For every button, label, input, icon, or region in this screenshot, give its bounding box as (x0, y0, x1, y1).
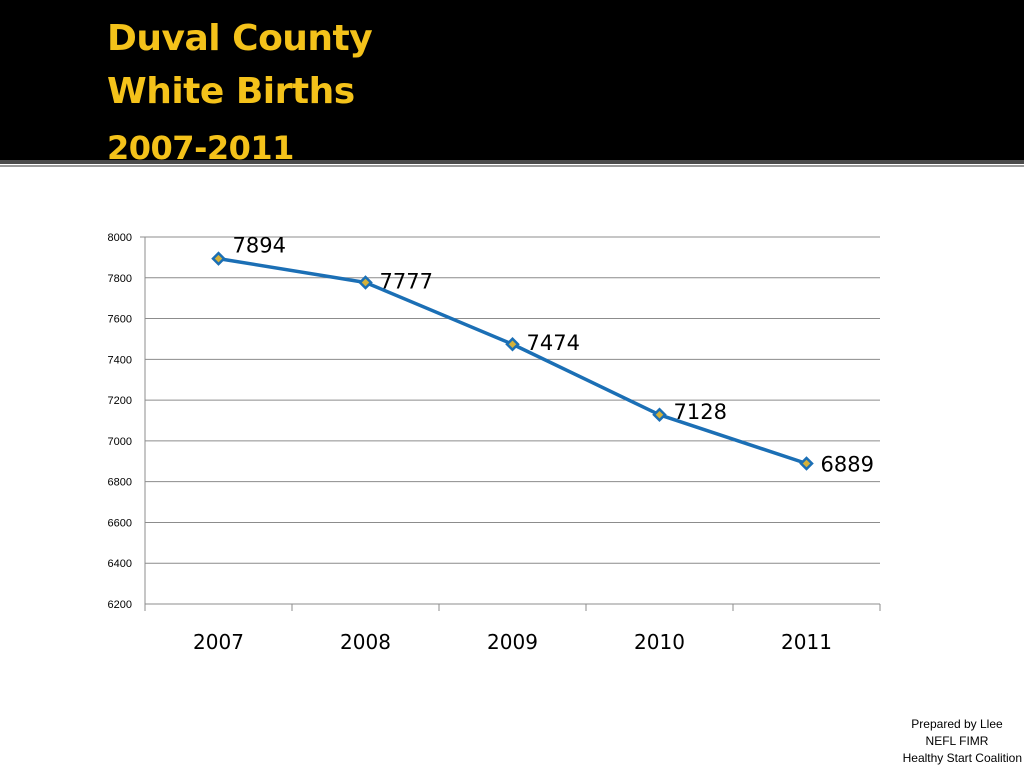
x-tick-label-2010: 2010 (634, 630, 685, 654)
title-divider (0, 160, 1024, 164)
data-point-2010 (652, 407, 667, 423)
title-line-3: 2007-2011 (107, 129, 294, 167)
x-tick-label-2009: 2009 (487, 630, 538, 654)
data-point-2011 (799, 456, 814, 471)
footer-line-1: Prepared by Llee (911, 717, 1003, 731)
y-tick-label-7800: 7800 (108, 273, 132, 285)
data-point-2007 (211, 251, 226, 266)
y-tick-label-7000: 7000 (108, 436, 132, 448)
x-tick-label-2007: 2007 (193, 630, 244, 654)
x-tick-label-2008: 2008 (340, 630, 391, 654)
title-divider-secondary (0, 165, 1024, 167)
y-tick-label-6800: 6800 (108, 477, 132, 489)
data-label-2009: 7474 (527, 331, 580, 355)
footer-line-3: Healthy Start Coalition (902, 751, 1022, 765)
slide-title: Duval County White Births 2007-2011 (107, 12, 373, 175)
y-tick-label-6600: 6600 (108, 517, 132, 529)
data-label-2007: 7894 (233, 234, 286, 258)
y-tick-label-8000: 8000 (108, 232, 132, 244)
data-point-2009 (505, 336, 520, 352)
data-label-2010: 7128 (674, 400, 727, 424)
series-line (216, 256, 809, 466)
footer-credit: Prepared by Llee NEFL FIMR Healthy Start… (802, 716, 1022, 767)
footer-line-2: NEFL FIMR (925, 734, 989, 748)
x-tick-label-2011: 2011 (781, 630, 832, 654)
title-line-2: White Births (107, 71, 355, 112)
title-line-1: Duval County (107, 18, 373, 59)
title-band (0, 0, 1024, 160)
data-point-2008 (358, 275, 373, 290)
y-tick-label-6200: 6200 (108, 599, 132, 611)
y-tick-label-6400: 6400 (108, 558, 132, 570)
data-label-2011: 6889 (821, 453, 874, 477)
data-label-2008: 7777 (380, 269, 433, 293)
y-tick-label-7200: 7200 (108, 395, 132, 407)
y-tick-label-7600: 7600 (108, 314, 132, 326)
y-tick-label-7400: 7400 (108, 354, 132, 366)
